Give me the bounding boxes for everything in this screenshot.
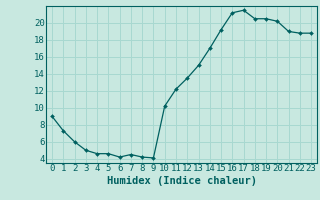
X-axis label: Humidex (Indice chaleur): Humidex (Indice chaleur) [107, 176, 257, 186]
